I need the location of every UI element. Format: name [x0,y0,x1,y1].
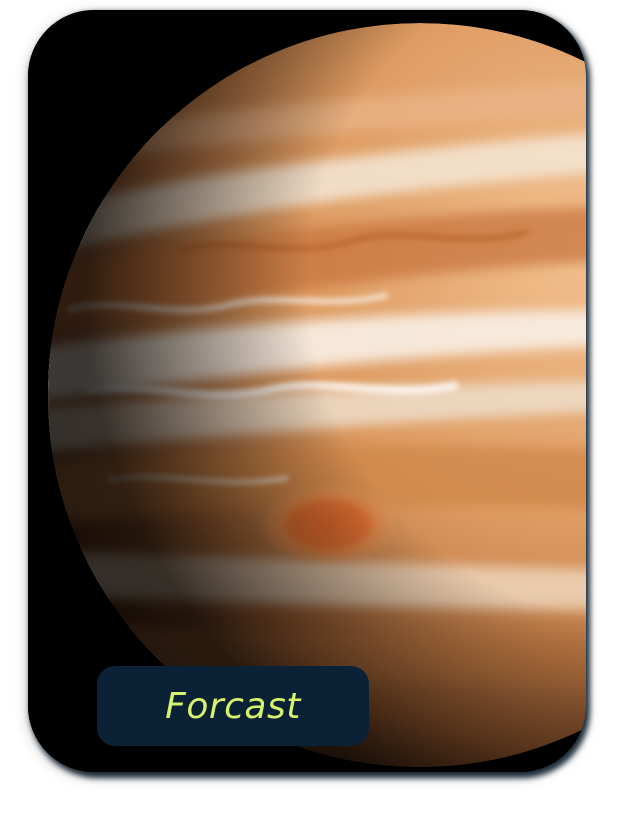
forecast-button[interactable]: Forcast [97,666,369,746]
forecast-button-label: Forcast [165,685,301,727]
jupiter-planet-image [28,10,586,772]
forecast-card[interactable]: Forcast [28,10,586,772]
